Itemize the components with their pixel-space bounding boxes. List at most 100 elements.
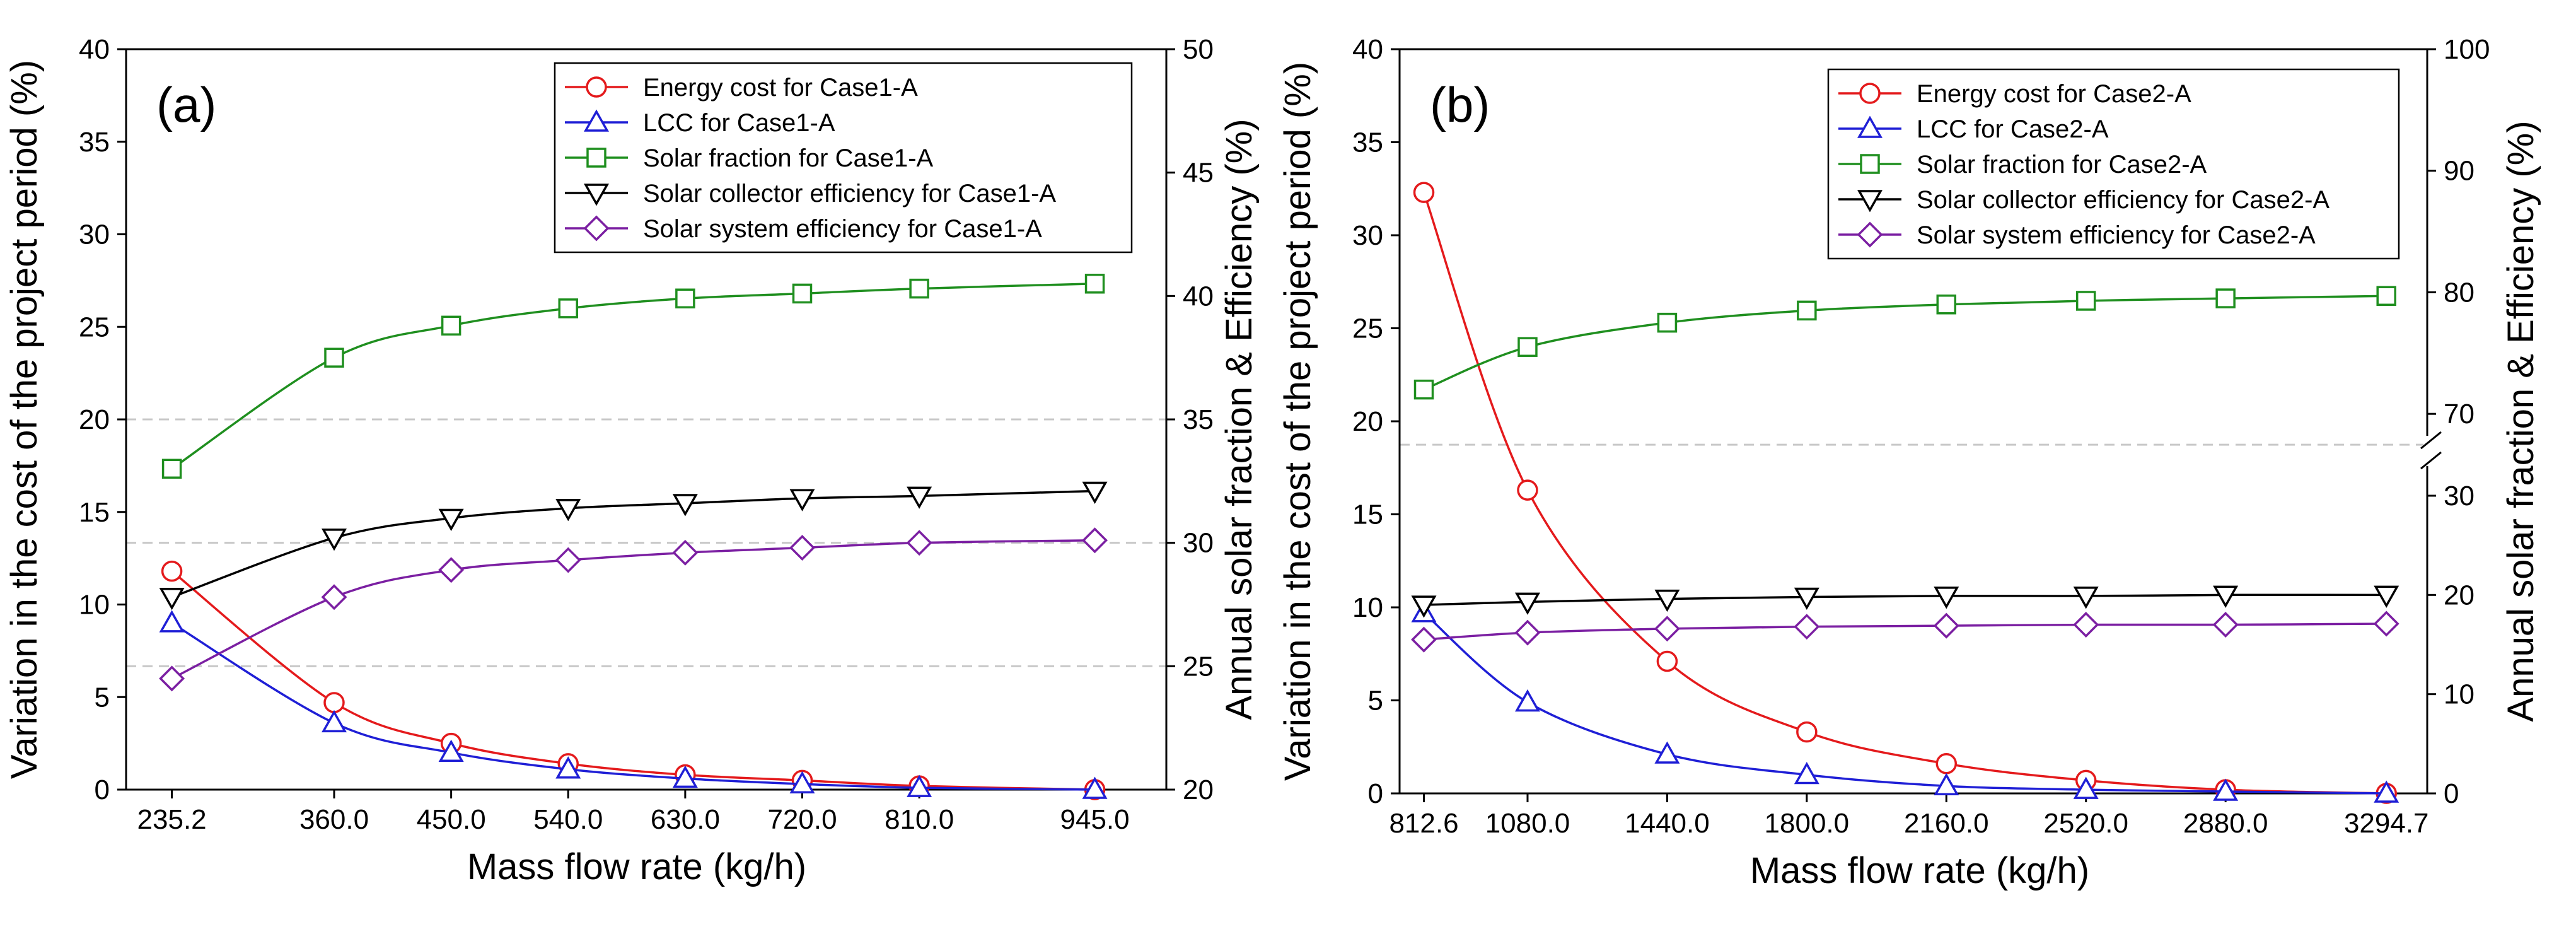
- legend-marker: [583, 215, 610, 242]
- series-line: [171, 283, 1095, 470]
- data-point: [789, 771, 815, 793]
- x-tick-label: 2520.0: [2043, 808, 2128, 839]
- data-point: [1657, 312, 1678, 333]
- y2-tick-label: 40: [1183, 281, 1214, 312]
- data-point: [1654, 741, 1680, 764]
- x-tick-label: 235.2: [137, 804, 207, 835]
- y2-axis-label: Annual solar fraction & Efficiency (%): [2500, 120, 2541, 722]
- data-point: [1082, 527, 1108, 554]
- data-point: [1936, 294, 1957, 315]
- y2-tick-label: 0: [2444, 778, 2459, 809]
- y2-tick-label: 30: [2444, 481, 2474, 511]
- data-point: [789, 535, 815, 561]
- data-point: [161, 560, 183, 582]
- y-tick-label: 10: [79, 590, 110, 621]
- series-line: [171, 570, 1095, 791]
- y-tick-label: 40: [79, 34, 110, 65]
- data-point: [323, 692, 345, 713]
- data-point: [2073, 776, 2099, 799]
- series-line: [171, 489, 1095, 599]
- data-point: [1514, 592, 1540, 615]
- x-tick-label: 720.0: [767, 804, 837, 835]
- series-3: [1411, 585, 2399, 618]
- x-tick-label: 3294.7: [2344, 808, 2429, 839]
- y2-tick-label: 50: [1183, 34, 1214, 65]
- data-point: [2374, 585, 2399, 608]
- data-point: [1796, 721, 1818, 743]
- data-point: [672, 494, 698, 517]
- y-tick-label: 40: [1352, 34, 1383, 65]
- y-tick-label: 0: [1368, 778, 1383, 809]
- series-0: [161, 560, 1106, 800]
- data-point: [438, 739, 464, 762]
- data-point: [1514, 619, 1541, 646]
- y-axis-label: Variation in the cost of the project per…: [1277, 62, 1318, 781]
- legend-marker: [1859, 83, 1881, 104]
- x-tick-label: 812.6: [1389, 808, 1458, 839]
- series-4: [159, 527, 1108, 692]
- panel-label: (b): [1430, 77, 1490, 132]
- x-tick-label: 1080.0: [1485, 808, 1570, 839]
- y2-tick-label: 10: [2444, 679, 2474, 710]
- data-point: [1517, 337, 1538, 357]
- data-point: [672, 765, 698, 788]
- panel-label: (a): [156, 77, 216, 132]
- y2-tick-label: 70: [2444, 399, 2474, 429]
- y-tick-label: 35: [1352, 127, 1383, 158]
- legend-entry: Energy cost for Case1-A: [643, 74, 918, 102]
- data-point: [906, 530, 932, 556]
- data-point: [159, 588, 185, 611]
- x-tick-label: 360.0: [299, 804, 369, 835]
- x-tick-label: 630.0: [651, 804, 720, 835]
- x-tick-label: 1800.0: [1765, 808, 1850, 839]
- y-tick-label: 10: [1352, 592, 1383, 623]
- legend-marker: [586, 148, 606, 168]
- y2-tick-label: 25: [1183, 651, 1214, 682]
- data-point: [1413, 379, 1434, 400]
- data-point: [672, 539, 699, 566]
- data-point: [907, 486, 932, 509]
- y2-tick-label: 45: [1183, 158, 1214, 189]
- x-axis-label: Mass flow rate (kg/h): [1750, 850, 2089, 891]
- data-point: [1794, 761, 1819, 785]
- y2-axis-label: Annual solar fraction & Efficiency (%): [1219, 119, 1260, 720]
- x-tick-label: 945.0: [1060, 804, 1130, 835]
- data-point: [2075, 291, 2096, 311]
- y2-tick-label: 20: [2444, 580, 2474, 611]
- data-point: [555, 756, 581, 779]
- legend-entry: Solar collector efficiency for Case2-A: [1917, 186, 2329, 214]
- y2-tick-label: 20: [1183, 774, 1214, 805]
- data-point: [907, 774, 932, 797]
- data-point: [441, 315, 461, 336]
- y-tick-label: 5: [95, 682, 110, 713]
- data-point: [1935, 753, 1958, 774]
- legend-marker: [1857, 115, 1883, 138]
- y-tick-label: 20: [1352, 406, 1383, 437]
- data-point: [1654, 616, 1680, 642]
- data-point: [2212, 612, 2239, 638]
- data-point: [1411, 626, 1437, 653]
- series-2: [161, 274, 1105, 479]
- data-point: [789, 489, 815, 511]
- data-point: [2213, 778, 2239, 801]
- legend-marker: [1857, 221, 1883, 248]
- legend-entry: Solar system efficiency for Case2-A: [1917, 221, 2316, 249]
- y-axis-label: Variation in the cost of the project per…: [4, 60, 45, 779]
- data-point: [161, 459, 182, 479]
- series-0: [1413, 182, 2397, 804]
- y-tick-label: 20: [79, 404, 110, 435]
- data-point: [1411, 595, 1437, 618]
- data-point: [2374, 780, 2399, 803]
- data-point: [675, 288, 695, 308]
- x-tick-label: 540.0: [533, 804, 603, 835]
- data-point: [438, 508, 464, 532]
- y2-tick-label: 90: [2444, 156, 2474, 187]
- data-point: [2373, 611, 2399, 637]
- data-point: [792, 283, 813, 304]
- y-tick-label: 30: [79, 219, 110, 250]
- data-point: [159, 665, 185, 692]
- data-point: [1082, 481, 1108, 505]
- legend-box: [554, 62, 1133, 254]
- legend-entry: Solar fraction for Case1-A: [643, 144, 934, 172]
